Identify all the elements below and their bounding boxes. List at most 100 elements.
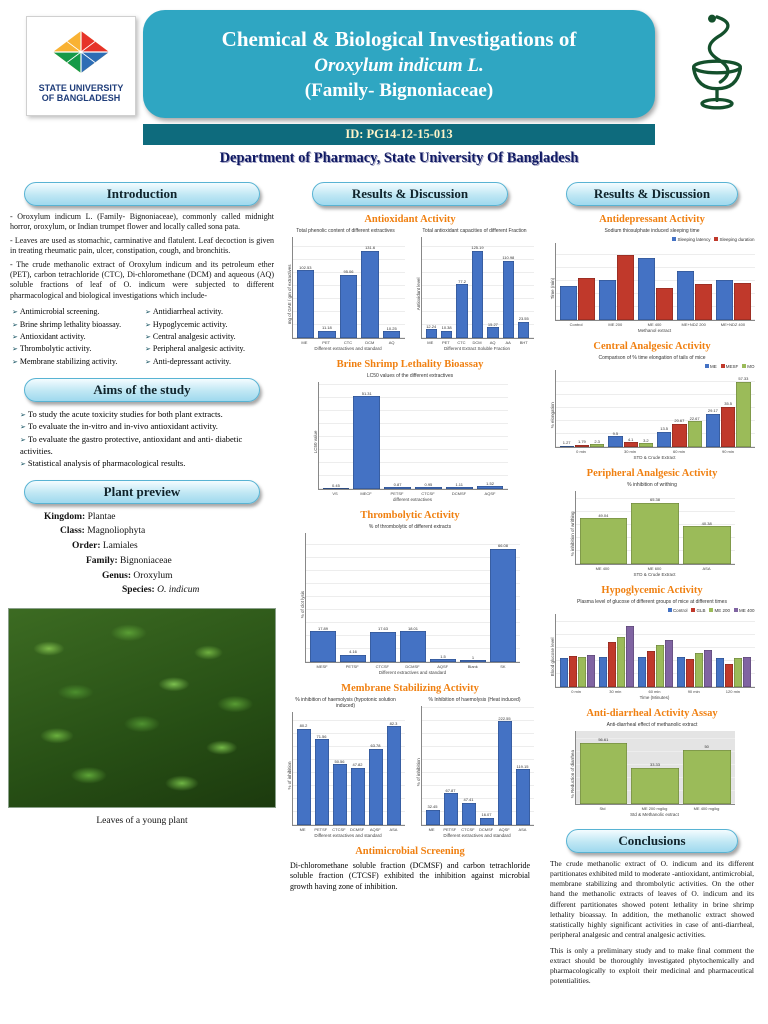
category-label: ME [299, 827, 306, 832]
results-header-middle: Results & Discussion [312, 182, 508, 206]
plot-area: 80.2 71.56 50.56 47.82 63.78 82.3 [291, 711, 405, 826]
bar: 22.67 [687, 416, 702, 447]
conclusion-paragraph: The crude methanolic extract of O. indic… [550, 859, 754, 939]
list-item-label: Anti-depressant activity. [152, 356, 231, 366]
list-item: ➢ Brine shrimp lethality bioassay. [12, 319, 143, 331]
category-axis: VS MECF PETSF CTCSF DCMSF AQSF [318, 490, 508, 496]
list-item: ➢ Statistical analysis of pharmacological… [20, 457, 274, 469]
plot-area: 32.45 67.87 47.41 16.07 222.55 119.15 [420, 705, 534, 826]
bar: 125.19 [471, 245, 484, 338]
arrow-bullet-icon: ➢ [145, 308, 151, 317]
hypoglycemic-chart: Plasma level of glucose of different gro… [549, 599, 755, 700]
category-label: PETSF [390, 491, 404, 496]
chart-title: Total phenolic content of different extr… [296, 228, 395, 234]
value-label: 9.5 [612, 430, 619, 436]
category-label: PETSF [314, 827, 328, 832]
value-label: 17.63 [377, 626, 389, 632]
value-label: 50.56 [334, 758, 345, 764]
x-axis-label: Std & Methanolic extract [630, 812, 679, 817]
antimicrobial-section-title: Antimicrobial Screening [355, 846, 465, 857]
bar: 1.5 [430, 654, 456, 662]
value-label: 119.15 [516, 763, 529, 769]
bar [568, 655, 577, 687]
plot-area [554, 242, 755, 321]
investigation-list-right: ➢ Antidiarrheal activity. ➢ Hypoglycemic a… [145, 306, 276, 368]
value-label: 1.11 [455, 481, 463, 487]
conclusions-text: The crude methanolic extract of O. indic… [542, 859, 762, 987]
chart-legend: Sleeping latency Sleeping duration [550, 236, 755, 242]
bar: 47.41 [461, 797, 476, 825]
bar-group: 10.38 [440, 244, 453, 338]
taxonomy-row: Genus: Oroxylum [10, 569, 274, 584]
chart-title: Plasma level of glucose of different gro… [577, 599, 727, 605]
list-item: ➢ To evaluate the gastro protective, anti… [20, 433, 274, 458]
bar-group: 50.56 [332, 719, 347, 825]
list-item-label: Antioxidant activity. [19, 331, 86, 341]
category-label: MECF [360, 491, 372, 496]
bar: 57.33 [736, 376, 751, 447]
legend-item: ME 200 [709, 607, 730, 613]
y-axis-label: % of clot lysis [300, 590, 305, 618]
photo-caption: Leaves of a young plant [96, 815, 188, 826]
category-label: 90 min [721, 449, 734, 454]
bar [577, 277, 595, 320]
category-label: CTC [343, 340, 353, 345]
bar: 63.78 [368, 743, 383, 825]
bar: 17.89 [310, 626, 336, 662]
bar: 1 [460, 655, 486, 662]
phenolic-content-chart: Total phenolic content of different extr… [286, 228, 405, 351]
bar: 1.52 [476, 481, 504, 489]
logo-line-2: OF BANGLADESH [41, 93, 121, 103]
value-label: 222.55 [498, 715, 511, 721]
category-label: 90 min [687, 689, 700, 694]
logo-line-1: STATE UNIVERSITY [38, 82, 124, 93]
y-axis-label: % of inhibition [415, 757, 421, 786]
brine-section-title: Brine Shrimp Lethality Bioassay [336, 359, 484, 370]
bar [655, 644, 664, 687]
chart-title: Sodium thiosulphate induced sleeping tim… [604, 228, 700, 234]
arrow-bullet-icon: ➢ [20, 411, 26, 420]
conclusion-paragraph: This is only a preliminary study and to … [550, 946, 754, 986]
value-label: 4.1 [627, 436, 634, 442]
category-label: 30 min [609, 689, 622, 694]
bar-group: 110.98 [502, 244, 514, 338]
antidiarrheal-section-title: Anti-diarrheal Activity Assay [586, 708, 718, 719]
taxonomy-label: Order: [72, 541, 101, 552]
bar [586, 655, 595, 687]
arrow-bullet-icon: ➢ [20, 460, 26, 469]
bar: 15.27 [487, 322, 499, 338]
bar-group: 125.19 [471, 244, 484, 338]
bar-group: 77.2 [456, 244, 468, 338]
category-axis: ME PET CTC DCM AQ [292, 339, 405, 345]
category-label: DCMSF [479, 827, 494, 832]
legend-item: Sleeping duration [714, 236, 755, 242]
value-label: 20.67 [674, 418, 685, 424]
arrow-bullet-icon: ➢ [145, 332, 151, 341]
aims-header: Aims of the study [24, 378, 260, 403]
bar: 47.82 [350, 762, 365, 825]
peripheral-analgesic-section-title: Peripheral Analgesic Activity [586, 468, 718, 479]
category-label: 120 min [725, 689, 741, 694]
bar-group: 82.3 [386, 719, 401, 825]
bar-group: 10.25 [382, 244, 401, 338]
bar-group: 119.15 [515, 713, 530, 825]
category-label: PETSF [345, 664, 359, 669]
category-label: 60 min [648, 689, 661, 694]
value-label: 51.31 [361, 390, 372, 396]
bar-group [598, 250, 634, 320]
value-label: 12.24 [426, 323, 437, 329]
bar-group: 0.87 [384, 389, 411, 489]
introduction-header: Introduction [24, 182, 260, 206]
value-label: 1.5 [440, 653, 446, 659]
chart-title: Anti-diarrheal effect of methanolic extr… [606, 722, 698, 728]
list-item-label: To study the acute toxicity studies for … [27, 409, 223, 420]
category-label: ASA [518, 827, 527, 832]
category-label: 60 min [672, 449, 685, 454]
bar [646, 651, 655, 687]
x-axis-label: Time (Minutes) [639, 695, 670, 700]
y-axis-label: % Reduction of diarrhea [569, 749, 575, 799]
value-label: 102.53 [299, 264, 312, 270]
bar-group [676, 621, 712, 687]
taxonomy-row: Kingdom: Plantae [10, 510, 274, 525]
value-label: 2.3 [594, 438, 600, 444]
